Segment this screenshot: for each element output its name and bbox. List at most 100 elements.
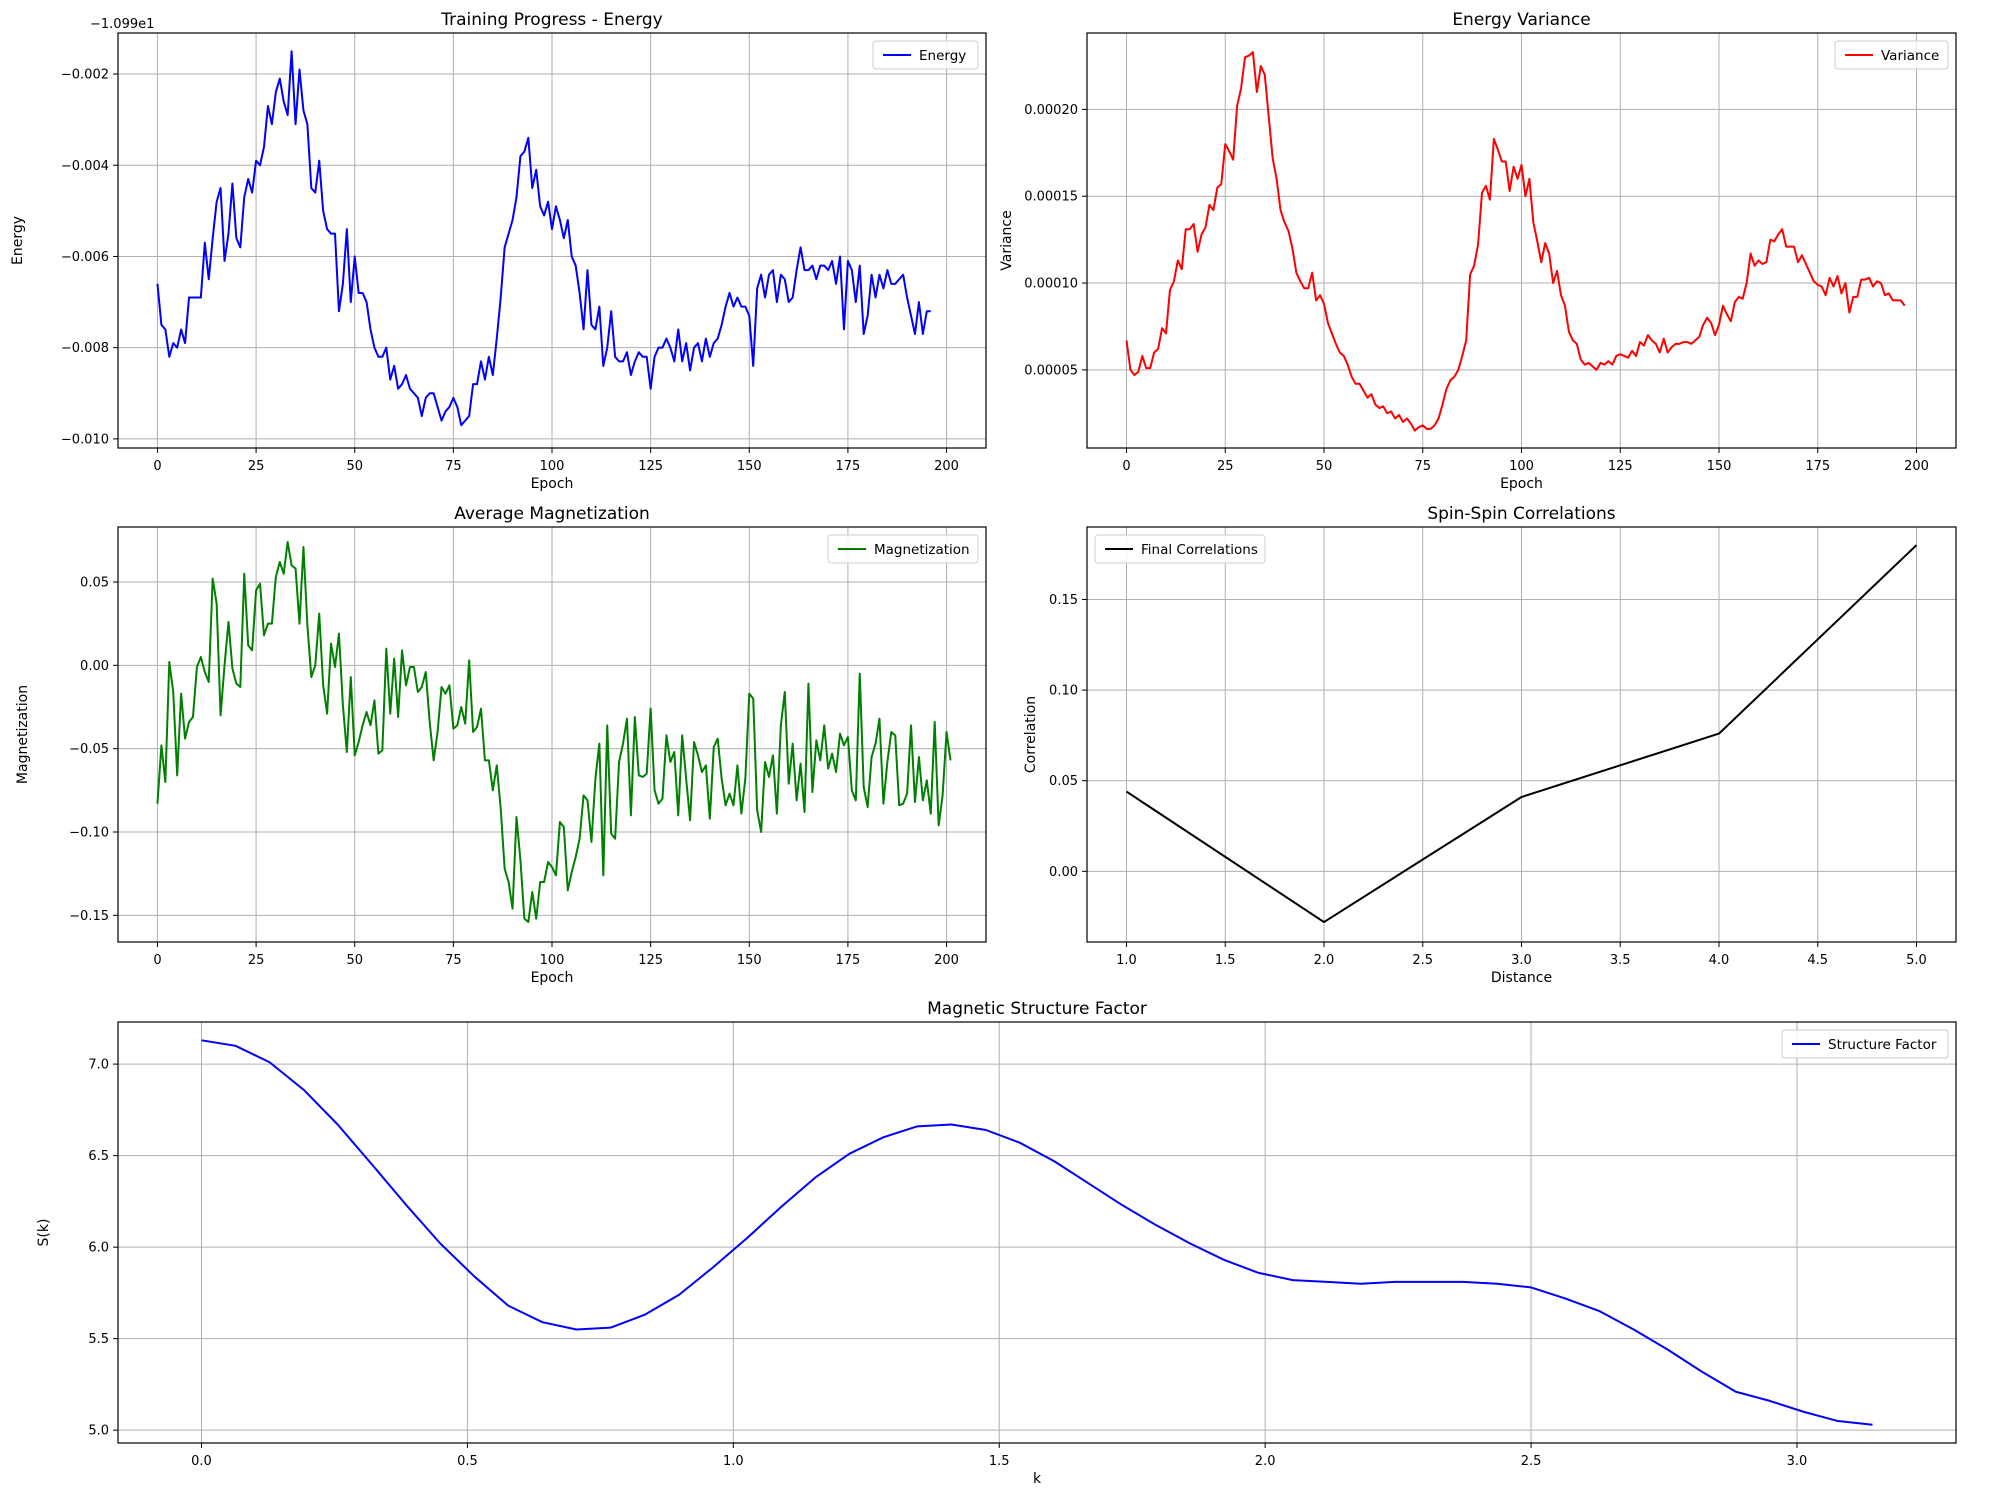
x-tick-label: 0.0 (191, 1454, 212, 1469)
x-tick-label: 100 (540, 953, 565, 968)
chart-magnetization: 0 25 50 75 100 125 150 175 200 −0.15 −0.10 −0.05 0.0… (15, 504, 987, 986)
x-tick-label: 125 (638, 953, 663, 968)
legend-box (827, 534, 979, 564)
x-axis-label: k (1033, 1471, 1042, 1487)
chart-title: Magnetic Structure Factor (927, 999, 1147, 1019)
x-tick-label: 4.0 (1709, 953, 1730, 968)
y-tick-label: 0.15 (1049, 593, 1078, 608)
x-tick-label: 0.5 (457, 1454, 478, 1469)
y-tick-label: 0.00020 (1024, 103, 1078, 118)
y-tick-label: 0.00010 (1024, 277, 1078, 292)
x-tick-label: 25 (248, 459, 265, 474)
y-tick-label: 6.5 (88, 1149, 109, 1164)
x-tick-label: 50 (346, 459, 363, 474)
y-tick-label: −0.004 (61, 159, 109, 174)
x-tick-label: 200 (1904, 459, 1929, 474)
x-tick-label: 3.0 (1787, 1454, 1808, 1469)
x-tick-label: 75 (445, 459, 462, 474)
x-tick-label: 100 (1509, 459, 1534, 474)
legend-box (872, 40, 979, 70)
x-tick-label: 4.5 (1807, 953, 1828, 968)
chart-title: Energy Variance (1452, 10, 1590, 30)
x-tick-label: 200 (934, 953, 959, 968)
y-tick-label: 0.00 (80, 659, 109, 674)
legend: Structure Factor (1781, 1029, 1949, 1059)
x-tick-label: 75 (445, 953, 462, 968)
y-tick-label: 0.00005 (1024, 363, 1078, 378)
axis-offset-label: −1.099e1 (90, 17, 154, 32)
x-tick-label: 3.0 (1511, 953, 1532, 968)
legend-box (1781, 1029, 1949, 1059)
chart-correlations: 1.0 1.5 2.0 2.5 3.0 3.5 4.0 4.5 5.0 0.00 0.05 0.10 0… (1023, 504, 1957, 986)
y-tick-label: −0.002 (61, 68, 109, 83)
x-tick-label: 150 (737, 459, 762, 474)
legend-box (1094, 534, 1266, 564)
plot-frame (117, 1021, 1957, 1444)
x-axis-label: Epoch (531, 476, 574, 492)
y-tick-label: −0.05 (69, 742, 109, 757)
x-tick-label: 125 (1608, 459, 1633, 474)
x-tick-label: 175 (835, 459, 860, 474)
series-line (201, 1039, 1873, 1426)
y-tick-label: 0.10 (1049, 684, 1078, 699)
x-tick-label: 2.0 (1255, 1454, 1276, 1469)
x-tick-label: 2.5 (1521, 1454, 1542, 1469)
series-line (156, 50, 931, 427)
x-tick-label: 25 (1217, 459, 1234, 474)
legend: Magnetization (827, 534, 979, 564)
x-tick-label: 1.5 (989, 1454, 1010, 1469)
x-tick-label: 1.0 (723, 1454, 744, 1469)
x-tick-label: 125 (638, 459, 663, 474)
x-tick-label: 200 (934, 459, 959, 474)
legend-label: Magnetization (874, 542, 970, 558)
y-tick-label: −0.006 (61, 250, 109, 265)
x-axis-label: Distance (1491, 970, 1552, 986)
y-axis-label: Energy (10, 216, 26, 265)
x-tick-label: 50 (1316, 459, 1333, 474)
x-tick-label: 175 (1805, 459, 1830, 474)
chart-energy: 0 25 50 75 100 125 150 175 200 −0.010 −0.008 −0.006… (10, 10, 987, 492)
x-tick-label: 100 (540, 459, 565, 474)
chart-title: Average Magnetization (454, 504, 650, 524)
y-tick-label: −0.15 (69, 909, 109, 924)
y-tick-label: 6.0 (88, 1241, 109, 1256)
x-tick-label: 3.5 (1610, 953, 1631, 968)
series-line (1125, 544, 1918, 924)
chart-title: Training Progress - Energy (440, 10, 663, 30)
x-tick-label: 0 (153, 459, 161, 474)
chart-variance: 0 25 50 75 100 125 150 175 200 0.00005 0.00010 0.00… (999, 10, 1957, 492)
legend-label: Energy (919, 48, 966, 64)
legend-label: Final Correlations (1141, 542, 1258, 558)
y-tick-label: 5.0 (88, 1424, 109, 1439)
x-tick-label: 0 (1122, 459, 1130, 474)
y-tick-label: −0.008 (61, 341, 109, 356)
y-tick-label: 5.5 (88, 1332, 109, 1347)
chart-title: Spin-Spin Correlations (1427, 504, 1615, 524)
y-axis-label: S(k) (36, 1219, 52, 1247)
x-axis-label: Epoch (1500, 476, 1543, 492)
y-axis-label: Correlation (1023, 696, 1039, 773)
x-tick-label: 2.0 (1314, 953, 1335, 968)
x-tick-label: 5.0 (1906, 953, 1927, 968)
legend: Variance (1834, 40, 1949, 70)
series-line (1125, 51, 1906, 432)
legend-label: Variance (1881, 48, 1939, 64)
legend-box (1834, 40, 1949, 70)
x-tick-label: 2.5 (1412, 953, 1433, 968)
legend: Energy (872, 40, 979, 70)
y-tick-label: 0.05 (1049, 774, 1078, 789)
y-tick-label: −0.10 (69, 826, 109, 841)
y-tick-label: 7.0 (88, 1058, 109, 1073)
x-axis-label: Epoch (531, 970, 574, 986)
y-tick-label: 0.00015 (1024, 190, 1078, 205)
x-tick-label: 150 (1707, 459, 1732, 474)
x-tick-label: 50 (346, 953, 363, 968)
series-line (156, 541, 952, 923)
x-tick-label: 150 (737, 953, 762, 968)
x-tick-label: 1.5 (1215, 953, 1236, 968)
legend-label: Structure Factor (1828, 1037, 1937, 1053)
x-tick-label: 0 (153, 953, 161, 968)
legend: Final Correlations (1094, 534, 1266, 564)
y-tick-label: −0.010 (61, 432, 109, 447)
